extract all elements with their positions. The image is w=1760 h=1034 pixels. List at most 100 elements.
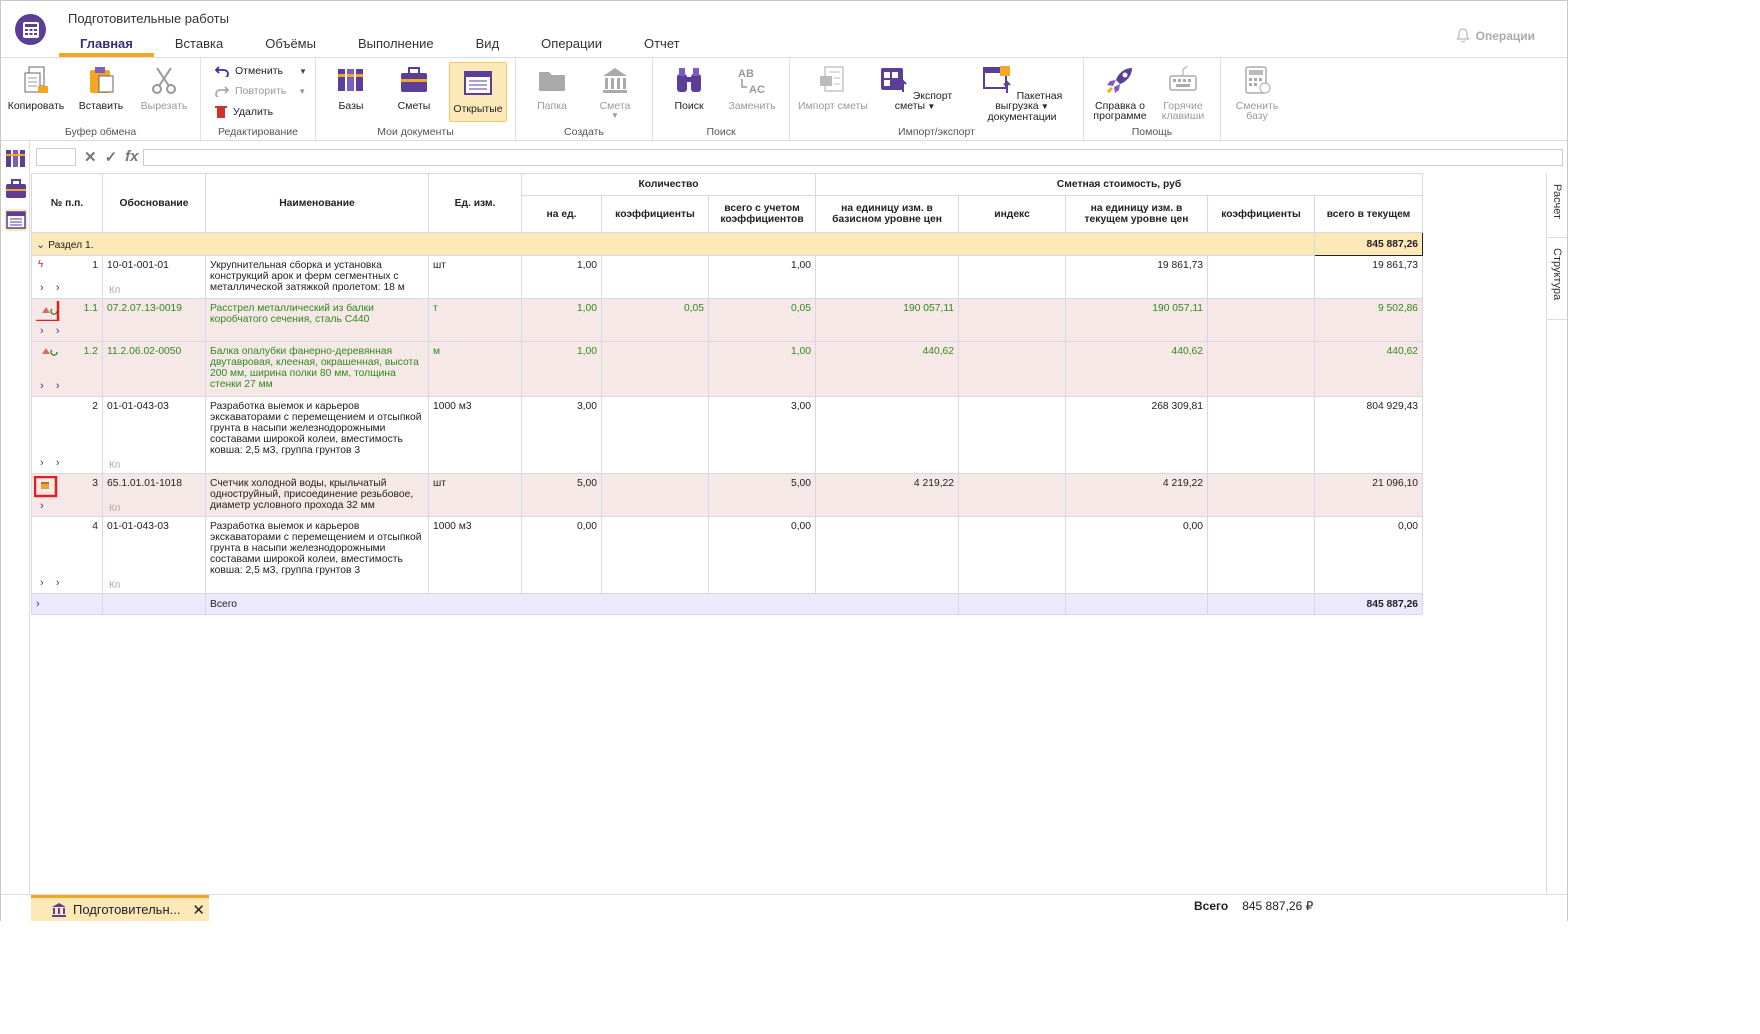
delete-button[interactable]: Удалить — [215, 105, 273, 118]
batch-export-button[interactable]: Пакетная выгрузка ▼ документации — [968, 64, 1076, 122]
col-header-basis[interactable]: Обоснование — [102, 173, 206, 233]
hotkeys-button[interactable]: Горячие клавиши — [1154, 64, 1212, 121]
app-logo-icon[interactable] — [15, 14, 46, 45]
replace-button[interactable]: AB AC Заменить — [723, 64, 781, 111]
basis-cell: 07.2.07.13-0019 — [102, 298, 206, 342]
expand-chevron-icon[interactable]: › — [36, 598, 40, 610]
cancel-icon[interactable]: ✕ — [84, 149, 97, 166]
close-icon[interactable]: ✕ — [192, 901, 205, 919]
undo-button[interactable]: Отменить ▼ — [215, 65, 307, 77]
status-total-label: Всего — [1194, 899, 1229, 913]
expand-chevron-icon[interactable]: › — [40, 500, 44, 512]
name-cell: Счетчик холодной воды, крыльчатый одност… — [205, 473, 429, 517]
table-row[interactable]: 1.2 › › 11.2.06.02-0050 Балка опалубки фа… — [31, 341, 1424, 397]
table-row[interactable]: 4 › › 01-01-043-03 Кп Разработка выемок и … — [31, 516, 1424, 594]
collapse-chevron-icon[interactable]: ⌄ — [36, 238, 46, 251]
building-icon — [603, 68, 627, 93]
section-total[interactable]: 845 887,26 — [1314, 232, 1424, 256]
tab-insert[interactable]: Вставка — [174, 36, 224, 51]
section-row[interactable]: ⌄ Раздел 1. 845 887,26 — [30, 232, 1424, 256]
tab-report[interactable]: Отчет — [643, 36, 680, 51]
expand-chevron-icon[interactable]: › › — [40, 282, 60, 294]
open-docs-side-icon[interactable] — [5, 209, 27, 231]
fx-icon[interactable]: fx — [125, 148, 139, 165]
col-header-per-unit[interactable]: на ед. — [521, 195, 602, 233]
row-num: 1.2 — [83, 346, 98, 357]
export-icon — [880, 68, 907, 92]
operations-button[interactable]: Операции — [1455, 28, 1535, 43]
col-header-coef[interactable]: коэффициенты — [601, 195, 709, 233]
estimates-side-icon[interactable] — [5, 178, 27, 200]
col-header-base-unit[interactable]: на единицу изм. в базисном уровне цен — [815, 195, 960, 233]
col-header-unit[interactable]: Ед. изм. — [428, 173, 522, 233]
confirm-icon[interactable]: ✓ — [104, 149, 118, 166]
total-row[interactable]: › Всего 845 887,26 — [31, 593, 1424, 615]
col-header-coef2[interactable]: коэффициенты — [1207, 195, 1316, 233]
copy-button[interactable]: Копировать — [7, 64, 65, 111]
bell-icon — [1455, 28, 1470, 43]
bases-side-icon[interactable] — [5, 147, 27, 169]
search-button[interactable]: Поиск — [660, 64, 718, 111]
redo-dropdown-icon[interactable]: ▼ — [298, 86, 307, 96]
total-row-value: 845 887,26 — [1314, 593, 1424, 615]
about-button[interactable]: Справка о программе — [1091, 64, 1149, 121]
undo-dropdown-icon[interactable]: ▼ — [298, 66, 307, 76]
col-header-index[interactable]: индекс — [958, 195, 1067, 233]
section-label: Раздел 1. — [48, 239, 94, 251]
expand-chevron-icon[interactable]: › › — [40, 457, 60, 469]
formula-input[interactable] — [143, 149, 1563, 166]
tab-view[interactable]: Вид — [475, 36, 500, 51]
folder-button[interactable]: Папка — [523, 64, 581, 111]
new-estimate-label: Смета — [599, 100, 631, 112]
coef2-cell — [1207, 341, 1316, 397]
unit-cell: шт — [428, 473, 522, 517]
document-tab[interactable]: Подготовительн... ✕ — [31, 895, 209, 921]
open-docs-icon — [464, 71, 492, 95]
warning-icon[interactable] — [36, 344, 60, 365]
unit-cell: м — [428, 341, 522, 397]
expand-chevron-icon[interactable]: › › — [40, 380, 60, 392]
table-row[interactable]: 1.1 › › 07.2.07.13-0019 Расстрел металлич… — [31, 297, 1424, 342]
tab-structure[interactable]: Структура — [1547, 238, 1567, 320]
export-estimate-button[interactable]: Экспорт сметы ▼ — [872, 64, 958, 112]
table-row[interactable]: ϟ 1 › › 10-01-001-01 Кп Укрупнительная сбор… — [31, 255, 1424, 299]
col-header-qty-total[interactable]: всего с учетом коэффициентов — [707, 195, 817, 233]
col-header-total-cur[interactable]: всего в текущем — [1314, 195, 1424, 233]
new-estimate-button[interactable]: Смета ▼ — [586, 64, 644, 121]
expand-chevron-icon[interactable]: › › — [40, 577, 60, 589]
redo-button[interactable]: Повторить ▼ — [215, 85, 306, 97]
tab-operations[interactable]: Операции — [541, 36, 602, 51]
import-icon — [820, 66, 844, 92]
cut-button[interactable]: Вырезать — [135, 64, 193, 111]
undo-icon — [215, 66, 229, 77]
open-docs-button[interactable]: Открытые — [449, 62, 507, 122]
col-header-num[interactable]: № п.п. — [31, 173, 103, 233]
tab-volumes[interactable]: Объёмы — [265, 36, 316, 51]
import-estimate-button[interactable]: Импорт сметы — [798, 64, 868, 111]
warning-icon[interactable] — [32, 297, 60, 324]
row-num: 2 — [92, 401, 98, 412]
binoculars-icon — [677, 68, 701, 92]
tab-home[interactable]: Главная — [59, 35, 154, 57]
total-row-empty — [1065, 593, 1209, 615]
table-row[interactable]: 3 › 65.1.01.01-1018 Кп Счетчик холодной во… — [31, 473, 1424, 517]
expand-chevron-icon[interactable]: › › — [40, 325, 60, 337]
material-icon[interactable] — [33, 475, 58, 501]
table-row[interactable]: 2 › › 01-01-043-03 Кп Разработка выемок и … — [31, 396, 1424, 474]
basis-cell: 10-01-001-01 Кп — [102, 255, 206, 299]
tab-calculation[interactable]: Расчет — [1547, 174, 1567, 238]
tab-execution[interactable]: Выполнение — [357, 36, 434, 51]
kp-label: Кп — [109, 285, 121, 296]
window-title: Подготовительные работы — [68, 11, 229, 26]
paste-button[interactable]: Вставить — [72, 64, 130, 111]
scissors-icon — [152, 67, 176, 94]
rocket-icon — [1106, 68, 1132, 94]
bases-button[interactable]: Базы — [322, 64, 380, 111]
cell-name-box[interactable] — [36, 148, 76, 166]
export-dropdown-icon: ▼ — [925, 102, 936, 111]
estimates-button[interactable]: Сметы — [385, 64, 443, 111]
col-header-cur-unit[interactable]: на единицу изм. в текущем уровне цен — [1065, 195, 1209, 233]
change-base-button[interactable]: Сменить базу — [1228, 64, 1286, 121]
col-header-name[interactable]: Наименование — [205, 173, 429, 233]
cur-unit-cell: 190 057,11 — [1065, 298, 1209, 342]
